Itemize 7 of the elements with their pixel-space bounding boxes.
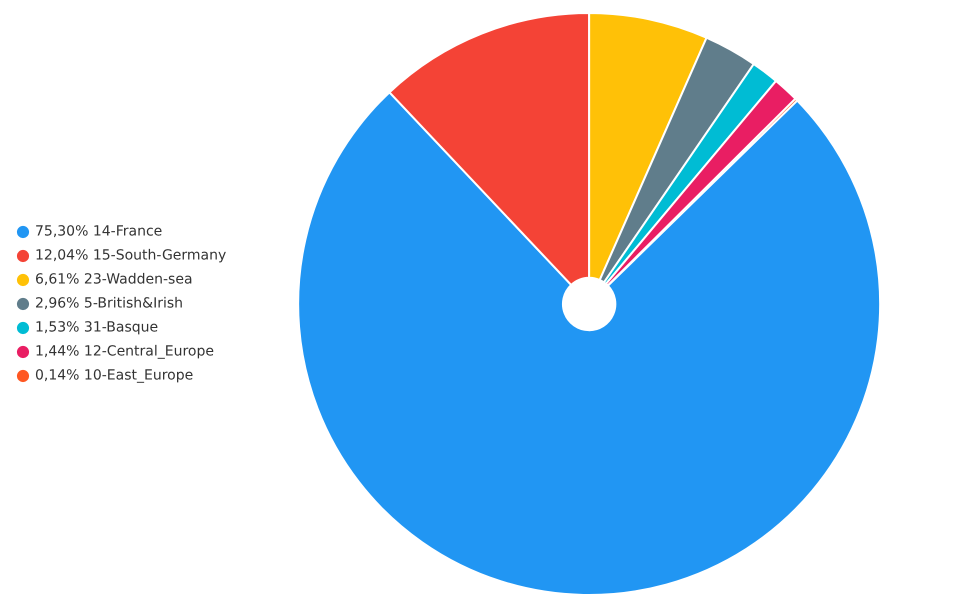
legend-label: 1,44% 12-Central_Europe [35,344,214,360]
legend-label: 0,14% 10-East_Europe [35,368,194,384]
legend-label: 2,96% 5-British&Irish [35,296,184,312]
legend-label: 12,04% 15-South-Germany [35,248,226,264]
legend-label: 1,53% 31-Basque [35,320,158,336]
legend-label: 6,61% 23-Wadden-sea [35,272,193,288]
legend-label: 75,30% 14-France [35,224,162,240]
